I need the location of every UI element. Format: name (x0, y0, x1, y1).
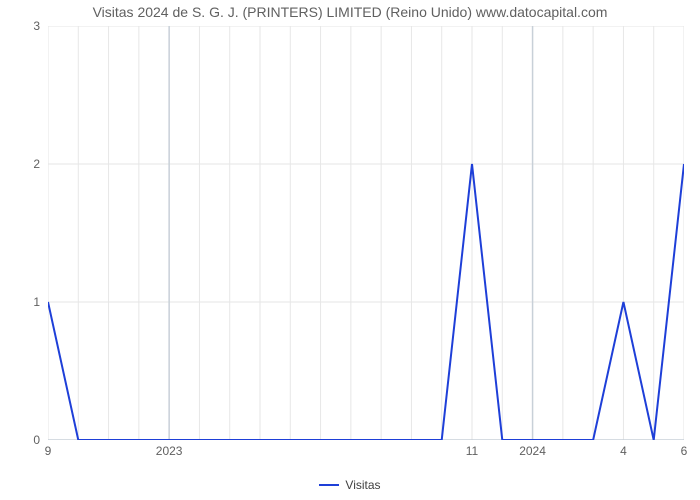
x-tick-label: 6 (681, 444, 688, 458)
legend-swatch (319, 484, 339, 486)
y-tick-label: 2 (10, 157, 40, 171)
x-tick-label: 11 (466, 444, 478, 458)
x-tick-label: 2023 (156, 444, 183, 458)
x-tick-label: 2024 (519, 444, 546, 458)
visits-chart: Visitas 2024 de S. G. J. (PRINTERS) LIMI… (0, 0, 700, 500)
y-tick-label: 3 (10, 19, 40, 33)
y-tick-label: 0 (10, 433, 40, 447)
x-tick-label: 9 (45, 444, 52, 458)
chart-title: Visitas 2024 de S. G. J. (PRINTERS) LIMI… (0, 4, 700, 20)
legend: Visitas (0, 478, 700, 492)
plot-area (48, 26, 684, 440)
legend-label: Visitas (345, 478, 380, 492)
x-tick-label: 4 (620, 444, 627, 458)
y-tick-label: 1 (10, 295, 40, 309)
plot-svg (48, 26, 684, 440)
